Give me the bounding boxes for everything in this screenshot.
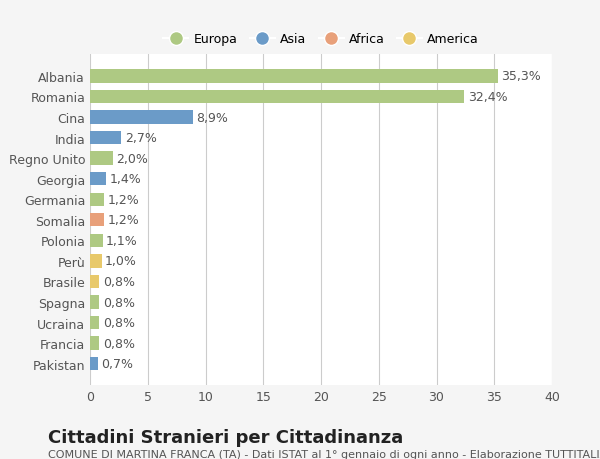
Legend: Europa, Asia, Africa, America: Europa, Asia, Africa, America xyxy=(158,28,484,51)
Bar xyxy=(90,152,113,165)
Text: 0,7%: 0,7% xyxy=(101,358,134,370)
Text: 0,8%: 0,8% xyxy=(103,337,135,350)
Text: 0,8%: 0,8% xyxy=(103,275,135,288)
Bar xyxy=(90,70,498,84)
Text: 2,0%: 2,0% xyxy=(116,152,148,165)
Bar xyxy=(90,90,464,104)
Text: 1,1%: 1,1% xyxy=(106,235,138,247)
Bar xyxy=(90,337,99,350)
Bar xyxy=(90,357,98,370)
Bar xyxy=(90,111,193,124)
Bar xyxy=(90,255,101,268)
Bar xyxy=(90,132,121,145)
Text: Cittadini Stranieri per Cittadinanza: Cittadini Stranieri per Cittadinanza xyxy=(48,428,403,446)
Text: 2,7%: 2,7% xyxy=(125,132,157,145)
Bar xyxy=(90,296,99,309)
Text: 0,8%: 0,8% xyxy=(103,296,135,309)
Bar xyxy=(90,234,103,247)
Text: 1,2%: 1,2% xyxy=(107,193,139,206)
Text: 32,4%: 32,4% xyxy=(467,91,508,104)
Bar xyxy=(90,213,104,227)
Bar xyxy=(90,316,99,330)
Text: 1,2%: 1,2% xyxy=(107,214,139,227)
Bar xyxy=(90,275,99,289)
Text: 1,4%: 1,4% xyxy=(110,173,142,186)
Text: 0,8%: 0,8% xyxy=(103,316,135,330)
Text: 35,3%: 35,3% xyxy=(501,70,541,83)
Text: 1,0%: 1,0% xyxy=(105,255,137,268)
Bar xyxy=(90,193,104,207)
Text: 8,9%: 8,9% xyxy=(196,111,228,124)
Text: COMUNE DI MARTINA FRANCA (TA) - Dati ISTAT al 1° gennaio di ogni anno - Elaboraz: COMUNE DI MARTINA FRANCA (TA) - Dati IST… xyxy=(48,449,600,459)
Bar xyxy=(90,173,106,186)
